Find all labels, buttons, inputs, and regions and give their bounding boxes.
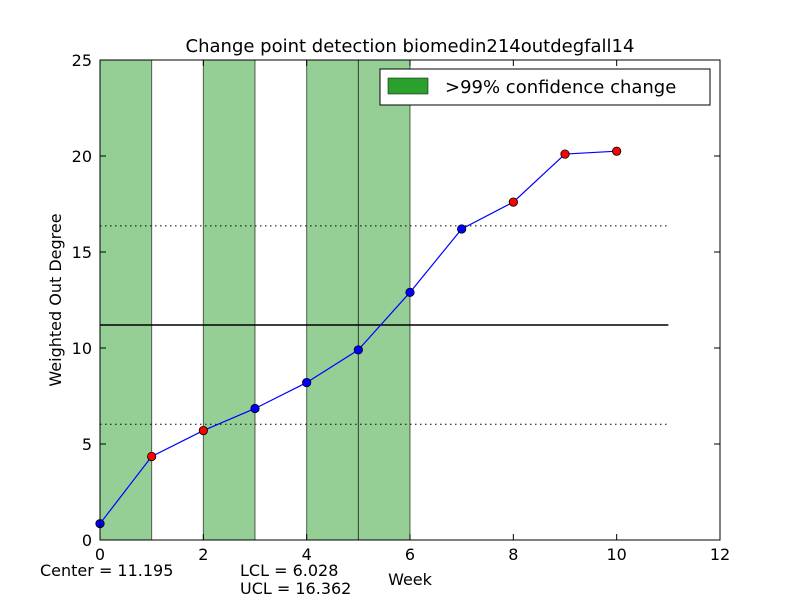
data-point-5 [353,345,363,355]
legend-box [379,68,711,106]
y-tick-label: 15 [72,243,92,262]
chart-title: Change point detection biomedin214outdeg… [186,36,635,57]
x-tick-label: 4 [302,545,312,564]
y-axis-label: Weighted Out Degree [46,213,65,386]
x-tick-label: 2 [198,545,208,564]
y-tick-label: 0 [82,531,92,550]
data-point-6 [405,287,415,297]
y-tick-label: 5 [82,435,92,454]
data-point-4 [302,377,312,388]
y-tick-label: 25 [72,51,92,70]
x-axis-label: Week [388,570,433,589]
change-regions [99,59,411,541]
x-tick-label: 12 [710,545,730,564]
lcl-stat: LCL = 6.028 [240,561,338,580]
x-tick-label: 8 [508,545,518,564]
ucl-stat: UCL = 16.362 [240,579,351,598]
legend-swatch [387,77,429,95]
center-stat: Center = 11.195 [40,561,173,580]
axis-ticks: 0 2 4 6 8 10 12 0 5 10 15 20 25 [72,51,731,564]
y-tick-label: 10 [72,339,92,358]
control-lines [100,225,669,425]
y-tick-label: 20 [72,147,92,166]
legend-label: >99% confidence change [445,77,676,98]
data-point-1 [147,451,157,462]
legend: >99% confidence change [379,68,711,106]
data-series [95,146,622,529]
data-point-8 [508,197,518,207]
x-tick-label: 6 [405,545,415,564]
change-region-0 [99,59,153,541]
data-point-2 [198,425,208,436]
data-point-3 [250,403,260,414]
x-tick-label: 0 [95,545,105,564]
change-region-1 [202,59,256,541]
data-point-10 [612,146,622,156]
x-tick-label: 10 [606,545,626,564]
data-point-7 [457,224,467,234]
data-point-9 [560,149,570,159]
